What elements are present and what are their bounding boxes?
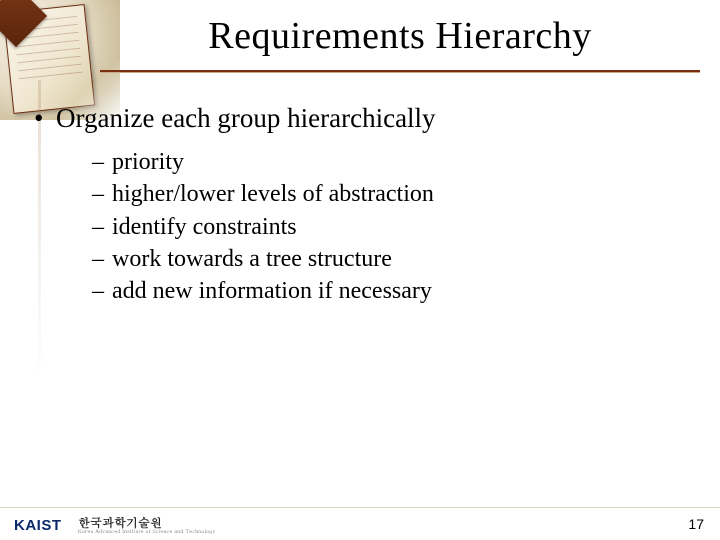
title-underline bbox=[100, 70, 700, 72]
slide-title: Requirements Hierarchy bbox=[100, 14, 700, 58]
bullet-lvl2-item: add new information if necessary bbox=[92, 275, 690, 307]
bullet-lvl2-item: work towards a tree structure bbox=[92, 243, 690, 275]
footer: KAIST 한국과학기술원 Korea Advanced Institute o… bbox=[0, 507, 720, 540]
bullet-lvl2-item: priority bbox=[92, 146, 690, 178]
bullet-lvl2-list: priority higher/lower levels of abstract… bbox=[92, 146, 690, 308]
bullet-lvl2-item: identify constraints bbox=[92, 211, 690, 243]
content-area: Organize each group hierarchically prior… bbox=[30, 96, 690, 308]
bullet-lvl2-item: higher/lower levels of abstraction bbox=[92, 178, 690, 210]
bullet-lvl1: Organize each group hierarchically bbox=[30, 102, 690, 136]
title-area: Requirements Hierarchy bbox=[100, 14, 700, 78]
kaist-logo: KAIST bbox=[14, 517, 62, 534]
slide: Requirements Hierarchy Organize each gro… bbox=[0, 0, 720, 540]
institution-name: 한국과학기술원 Korea Advanced Institute of Scie… bbox=[78, 517, 216, 534]
page-number: 17 bbox=[688, 516, 704, 532]
institution-en: Korea Advanced Institute of Science and … bbox=[78, 529, 216, 534]
corner-fold bbox=[0, 0, 47, 47]
